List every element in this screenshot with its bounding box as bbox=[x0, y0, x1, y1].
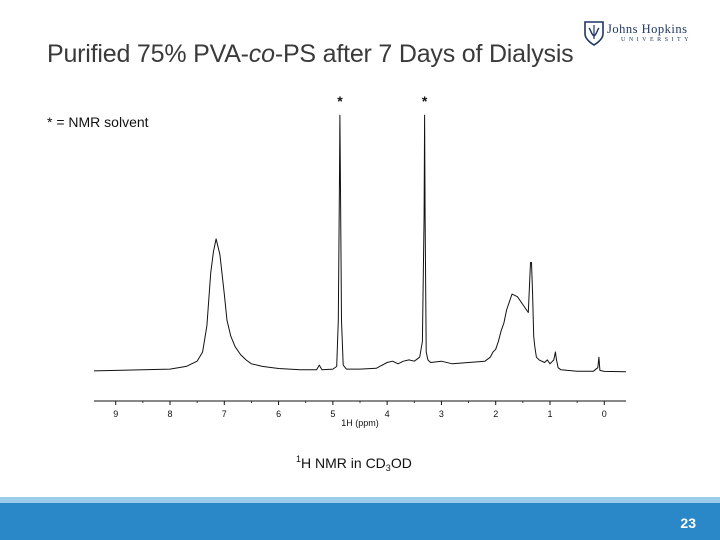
solvent-note: * = NMR solvent bbox=[47, 114, 149, 130]
nmr-spectrum-chart: * * 9 8 7 6 5 4 3 2 1 0 1H (ppm) bbox=[93, 93, 627, 428]
university-logo: Johns Hopkins UNIVERSITY bbox=[583, 20, 703, 50]
spectrum-caption: 1H NMR in CD3OD bbox=[296, 454, 412, 473]
logo-name: Johns Hopkins bbox=[607, 22, 688, 36]
x-axis-label: 1H (ppm) bbox=[341, 418, 379, 428]
slide-title: Purified 75% PVA-co-PS after 7 Days of D… bbox=[47, 40, 574, 68]
x-tick-label-7: 2 bbox=[493, 409, 498, 419]
x-tick-label-8: 1 bbox=[547, 409, 552, 419]
footer-accent-stripe bbox=[0, 497, 720, 503]
slide-number: 23 bbox=[680, 515, 696, 531]
x-tick-label-4: 5 bbox=[330, 409, 335, 419]
footer-bar: 23 bbox=[0, 503, 720, 540]
solvent-peak-marker-0: * bbox=[337, 93, 343, 109]
x-tick-label-9: 0 bbox=[602, 409, 607, 419]
spectrum-line-0 bbox=[93, 114, 627, 373]
x-tick-label-0: 9 bbox=[113, 409, 118, 419]
x-tick-label-6: 3 bbox=[439, 409, 444, 419]
x-tick-label-1: 8 bbox=[167, 409, 172, 419]
logo-subtitle: UNIVERSITY bbox=[621, 37, 692, 43]
x-tick-label-5: 4 bbox=[385, 409, 390, 419]
shield-icon bbox=[584, 21, 604, 46]
x-tick-label-3: 6 bbox=[276, 409, 281, 419]
x-tick-label-2: 7 bbox=[222, 409, 227, 419]
solvent-peak-marker-1: * bbox=[422, 93, 428, 109]
